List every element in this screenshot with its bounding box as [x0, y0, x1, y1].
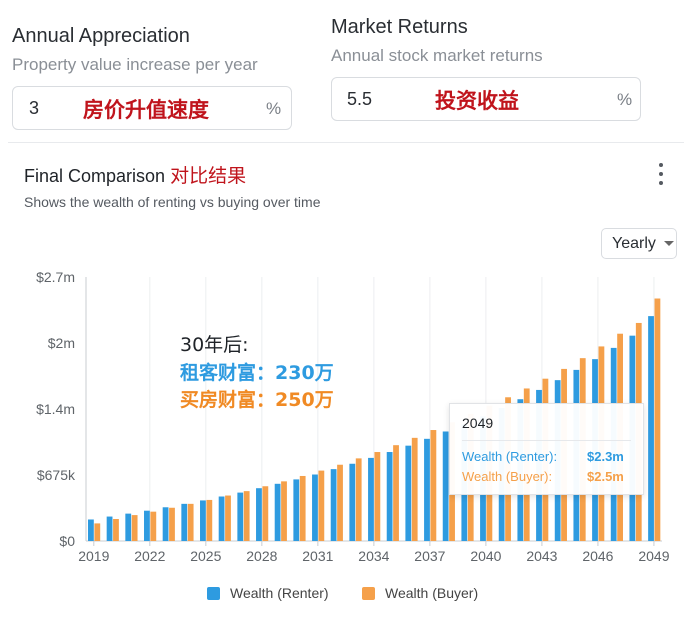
renter-bar [218, 496, 225, 541]
renter-bar [181, 503, 188, 541]
buyer-bar [355, 458, 362, 541]
buyer-bar [206, 499, 213, 541]
appreciation-title: Annual Appreciation [12, 25, 190, 47]
buyer-bar [281, 481, 287, 541]
appreciation-unit: % [266, 99, 282, 118]
chart-title: Final Comparison 对比结果 [24, 161, 246, 188]
period-select-value: Yearly [612, 234, 656, 252]
buyer-bar [169, 507, 175, 541]
renter-bar [330, 469, 337, 541]
annotation-buyer: 买房财富：250万 [180, 389, 334, 411]
renter-bar [256, 488, 262, 541]
chart-title-text: Final Comparison [24, 166, 166, 186]
x-tick-label: 2025 [190, 548, 221, 564]
market-unit: % [617, 90, 633, 109]
renter-bar [293, 479, 300, 541]
buyer-bar [243, 491, 250, 541]
legend-buyer-label: Wealth (Buyer) [385, 585, 479, 601]
market-title: Market Returns [331, 16, 468, 38]
renter-bar [144, 510, 150, 541]
appreciation-subtitle: Property value increase per year [12, 55, 258, 74]
renter-bar [106, 516, 113, 541]
buyer-bar [318, 470, 325, 541]
legend-renter-label: Wealth (Renter) [230, 585, 329, 601]
appreciation-input[interactable]: 3 房价升值速度 % [12, 86, 292, 130]
renter-bar [368, 457, 374, 541]
legend-renter[interactable]: Wealth (Renter) [207, 585, 329, 601]
x-tick-label: 2028 [246, 548, 277, 564]
market-overlay-cn: 投资收益 [435, 88, 519, 113]
renter-bar [349, 463, 356, 541]
buyer-bar [113, 519, 119, 541]
y-tick-label: $2.7m [36, 269, 75, 285]
market-input[interactable]: 5.5 投资收益 % [331, 77, 641, 121]
buyer-bar [187, 503, 194, 541]
legend-renter-swatch [207, 586, 220, 600]
market-value: 5.5 [347, 89, 373, 109]
renter-bar [312, 474, 318, 541]
x-tick-label: 2037 [414, 548, 445, 564]
renter-bar [424, 438, 430, 541]
x-tick-label: 2040 [470, 548, 501, 564]
chart-tooltip: 2049 Wealth (Renter): $2.3m Wealth (Buye… [449, 403, 644, 495]
x-tick-label: 2043 [526, 548, 557, 564]
x-tick-label: 2034 [358, 548, 389, 564]
buyer-bar [225, 495, 231, 541]
x-tick-label: 2049 [638, 548, 669, 564]
tooltip-renter-label: Wealth (Renter): [462, 449, 558, 464]
renter-bar [200, 500, 206, 541]
chevron-down-icon [663, 241, 674, 246]
buyer-bar [262, 486, 269, 541]
appreciation-value: 3 [29, 98, 40, 118]
renter-bar [237, 492, 244, 541]
renter-bar [442, 431, 449, 541]
annotation-line1: 30年后: [180, 334, 249, 356]
buyer-bar [337, 464, 343, 541]
appreciation-overlay-cn: 房价升值速度 [83, 97, 209, 122]
buyer-bar [654, 298, 661, 541]
chart-subtitle: Shows the wealth of renting vs buying ov… [24, 194, 321, 210]
buyer-bar [411, 437, 418, 541]
market-subtitle: Annual stock market returns [331, 46, 543, 65]
buyer-bar [374, 452, 381, 541]
x-tick-label: 2046 [582, 548, 613, 564]
buyer-bar [393, 445, 399, 541]
buyer-bar [131, 515, 138, 541]
y-tick-label: $2m [48, 335, 75, 351]
legend-buyer[interactable]: Wealth (Buyer) [362, 585, 478, 601]
tooltip-renter-value: $2.3m [587, 449, 624, 464]
section-divider [8, 142, 684, 143]
renter-bar [162, 507, 169, 541]
renter-bar [405, 445, 412, 541]
renter-bar [274, 483, 281, 541]
x-tick-label: 2031 [302, 548, 333, 564]
legend-buyer-swatch [362, 586, 375, 600]
tooltip-buyer-value: $2.5m [587, 469, 624, 484]
renter-bar [88, 519, 94, 541]
renter-bar [386, 452, 393, 541]
buyer-bar [94, 523, 101, 541]
x-tick-label: 2019 [78, 548, 109, 564]
renter-bar [125, 513, 132, 541]
x-tick-label: 2022 [134, 548, 165, 564]
more-options-icon[interactable] [651, 163, 671, 185]
buyer-bar [430, 430, 437, 541]
annotation-renter: 租客财富：230万 [180, 362, 334, 384]
chart-title-cn: 对比结果 [170, 165, 247, 187]
tooltip-divider [462, 440, 631, 441]
period-select[interactable]: Yearly [601, 228, 677, 259]
tooltip-buyer-label: Wealth (Buyer): [462, 469, 553, 484]
buyer-bar [150, 511, 157, 541]
tooltip-year: 2049 [462, 415, 494, 431]
renter-bar [648, 316, 654, 541]
y-tick-label: $0 [59, 533, 75, 549]
y-tick-label: $1.4m [36, 401, 75, 417]
buyer-bar [299, 475, 306, 541]
y-tick-label: $675k [37, 467, 76, 483]
